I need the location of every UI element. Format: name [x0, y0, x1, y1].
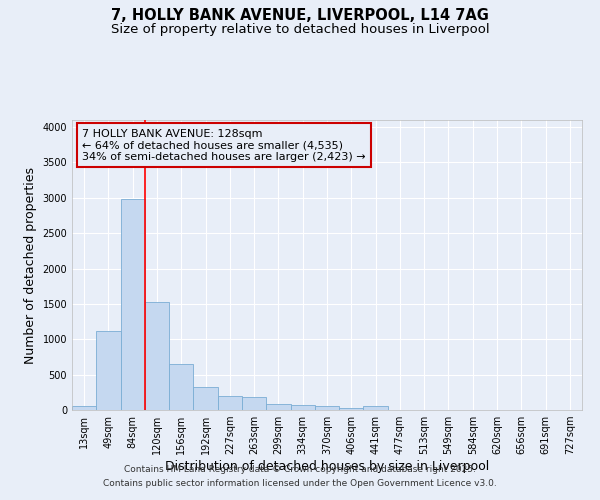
Bar: [364, 406, 388, 410]
X-axis label: Distribution of detached houses by size in Liverpool: Distribution of detached houses by size …: [165, 460, 489, 473]
Bar: [145, 302, 169, 410]
Bar: [339, 408, 364, 410]
Bar: [193, 386, 218, 410]
Bar: [72, 406, 96, 410]
Bar: [218, 396, 242, 410]
Text: 7 HOLLY BANK AVENUE: 128sqm
← 64% of detached houses are smaller (4,535)
34% of : 7 HOLLY BANK AVENUE: 128sqm ← 64% of det…: [82, 128, 366, 162]
Y-axis label: Number of detached properties: Number of detached properties: [24, 166, 37, 364]
Text: Size of property relative to detached houses in Liverpool: Size of property relative to detached ho…: [110, 22, 490, 36]
Bar: [169, 364, 193, 410]
Text: Contains HM Land Registry data © Crown copyright and database right 2025.
Contai: Contains HM Land Registry data © Crown c…: [103, 466, 497, 487]
Bar: [315, 406, 339, 410]
Bar: [266, 404, 290, 410]
Text: 7, HOLLY BANK AVENUE, LIVERPOOL, L14 7AG: 7, HOLLY BANK AVENUE, LIVERPOOL, L14 7AG: [111, 8, 489, 22]
Bar: [121, 199, 145, 410]
Bar: [290, 404, 315, 410]
Bar: [96, 332, 121, 410]
Bar: [242, 397, 266, 410]
